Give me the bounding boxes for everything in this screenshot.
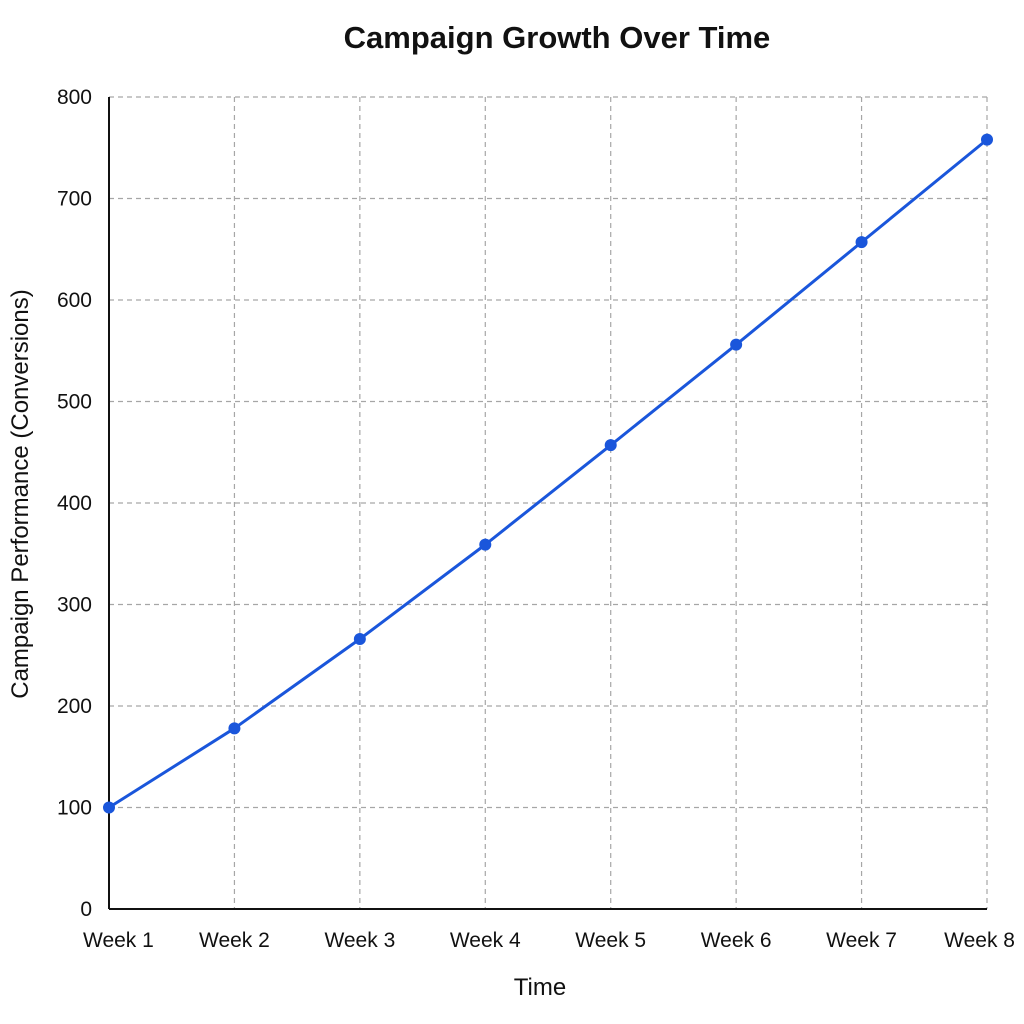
series xyxy=(103,133,993,814)
data-point xyxy=(855,236,868,249)
grid xyxy=(109,96,988,909)
data-point xyxy=(479,538,492,551)
x-tick-label: Week 2 xyxy=(199,929,270,952)
y-tick-label: 400 xyxy=(57,492,92,515)
chart-title: Campaign Growth Over Time xyxy=(344,20,771,55)
data-point xyxy=(981,133,993,146)
data-point xyxy=(730,338,743,351)
y-tick-label: 300 xyxy=(57,594,92,617)
y-tick-labels: 0 100 200 300 400 500 600 700 800 xyxy=(57,86,92,921)
y-tick-label: 800 xyxy=(57,86,92,109)
series-line xyxy=(108,138,988,809)
y-tick-label: 100 xyxy=(57,797,92,820)
x-tick-label: Week 4 xyxy=(450,929,521,952)
y-tick-label: 700 xyxy=(57,188,92,211)
x-tick-labels: Week 1 Week 2 Week 3 Week 4 Week 5 Week 6 Week… xyxy=(83,929,1015,952)
x-tick-label: Week 3 xyxy=(324,929,395,952)
data-point xyxy=(228,722,241,735)
axes xyxy=(108,97,987,910)
x-tick-label: Week 8 xyxy=(944,929,1015,952)
y-tick-label: 500 xyxy=(57,391,92,414)
data-point xyxy=(103,801,115,814)
y-tick-label: 200 xyxy=(57,695,92,718)
data-point xyxy=(353,633,366,646)
data-point xyxy=(604,439,617,452)
y-tick-label: 0 xyxy=(80,898,92,921)
y-axis-label: Campaign Performance (Conversions) xyxy=(7,289,34,699)
x-axis-label: Time xyxy=(514,974,566,1001)
y-tick-label: 600 xyxy=(57,289,92,312)
x-tick-label: Week 7 xyxy=(826,929,897,952)
x-tick-label: Week 5 xyxy=(575,929,646,952)
x-tick-label: Week 6 xyxy=(701,929,772,952)
x-tick-label: Week 1 xyxy=(83,929,154,952)
